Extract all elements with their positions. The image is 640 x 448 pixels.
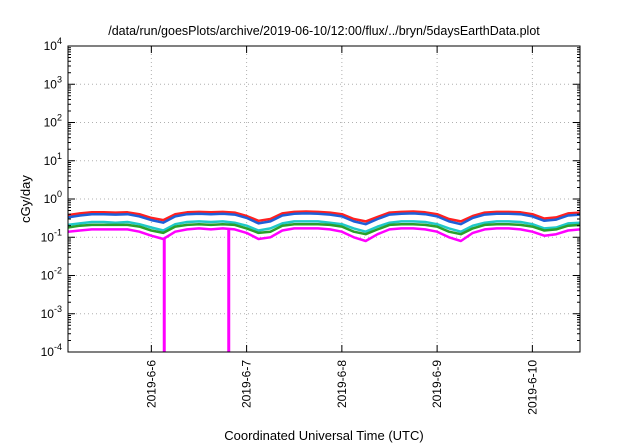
x-tick-label: 2019-6-6 [144, 360, 158, 408]
x-axis: 2019-6-6 2019-6-7 2019-6-8 2019-6-9 2019-6-1… [144, 46, 539, 415]
y-tick-label: 100 [44, 189, 62, 206]
plot-series [67, 210, 581, 352]
x-tick-label: 2019-6-8 [335, 360, 349, 408]
grid [68, 46, 580, 352]
y-tick-label: 10-4 [41, 342, 62, 359]
series-line-5 [67, 227, 581, 243]
series-line-1 [67, 210, 581, 223]
x-tick-label: 2019-6-7 [240, 360, 254, 408]
y-tick-label: 10-3 [41, 304, 62, 321]
x-tick-label: 2019-6-9 [430, 360, 444, 408]
x-axis-label: Coordinated Universal Time (UTC) [224, 428, 423, 443]
chart-title: /data/run/goesPlots/archive/2019-06-10/1… [108, 24, 540, 38]
y-tick-label: 104 [44, 36, 62, 53]
y-tick-label: 10-1 [41, 227, 62, 244]
y-axis: 104 103 102 101 100 10-1 10-2 10-3 10-4 [41, 36, 580, 359]
series-line-2 [67, 212, 581, 226]
series-line-3 [67, 220, 581, 233]
y-tick-label: 10-2 [41, 266, 62, 283]
y-tick-label: 103 [44, 74, 62, 91]
y-tick-label: 101 [44, 151, 62, 168]
series-line-4 [67, 222, 581, 236]
y-tick-label: 102 [44, 113, 62, 130]
y-axis-label: cGy/day [18, 175, 33, 223]
x-tick-label: 2019-6-10 [525, 360, 539, 415]
